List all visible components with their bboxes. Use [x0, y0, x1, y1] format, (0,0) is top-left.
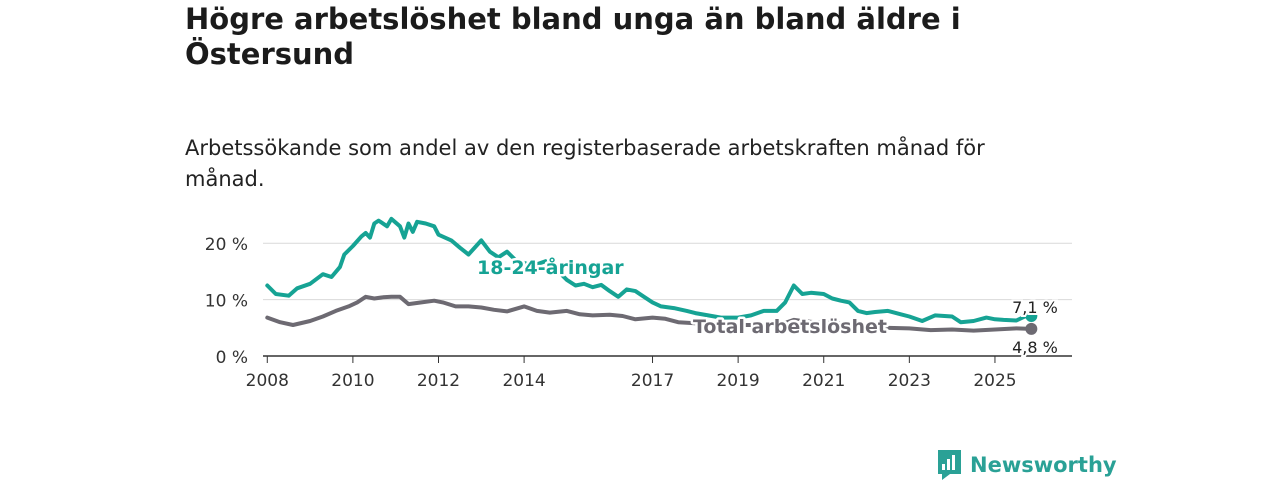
- x-tick-label: 2012: [417, 371, 460, 391]
- x-tick-label: 2010: [331, 371, 374, 391]
- chart-subtitle: Arbetssökande som andel av den registerb…: [185, 136, 985, 191]
- series-label-total: Total arbetslöshet: [693, 316, 887, 338]
- series-label-18-24: 18-24-åringar: [477, 255, 624, 279]
- x-tick-label: 2014: [502, 371, 545, 391]
- endpoint-dot-total: [1025, 322, 1038, 335]
- series-line-18-24: [265, 216, 1034, 325]
- newsworthy-logo-text: Newsworthy: [970, 453, 1117, 477]
- series-line-total: [265, 294, 1034, 333]
- x-tick-label: 2025: [973, 371, 1016, 391]
- y-tick-label: 20 %: [205, 235, 248, 255]
- end-value-label-total: 4,8 %: [1012, 338, 1058, 357]
- x-tick-label: 2008: [246, 371, 289, 391]
- newsworthy-logo-icon: [938, 450, 961, 480]
- grid-lines: [263, 242, 1072, 301]
- axes: 0 % 10 % 20 % 2008 2010 2012 2014 2017 2019 2021 2…: [205, 235, 1072, 391]
- newsworthy-logo[interactable]: Newsworthy: [937, 449, 1117, 481]
- x-tick-label: 2021: [802, 371, 845, 391]
- x-tick-label: 2023: [888, 371, 931, 391]
- end-value-label-18-24: 7,1 %: [1012, 298, 1058, 317]
- chart-labels: 18-24-åringar Total arbetslöshet 7,1 % 4,8 …: [475, 253, 1060, 360]
- x-tick-label: 2019: [716, 371, 759, 391]
- series-lines: [265, 216, 1038, 335]
- y-tick-label: 10 %: [205, 292, 248, 312]
- endpoint-dot-18-24: [1025, 309, 1038, 322]
- x-tick-label: 2017: [631, 371, 674, 391]
- y-tick-label: 0 %: [216, 348, 248, 368]
- chart-title: Högre arbetslöshet bland unga än bland ä…: [185, 2, 961, 71]
